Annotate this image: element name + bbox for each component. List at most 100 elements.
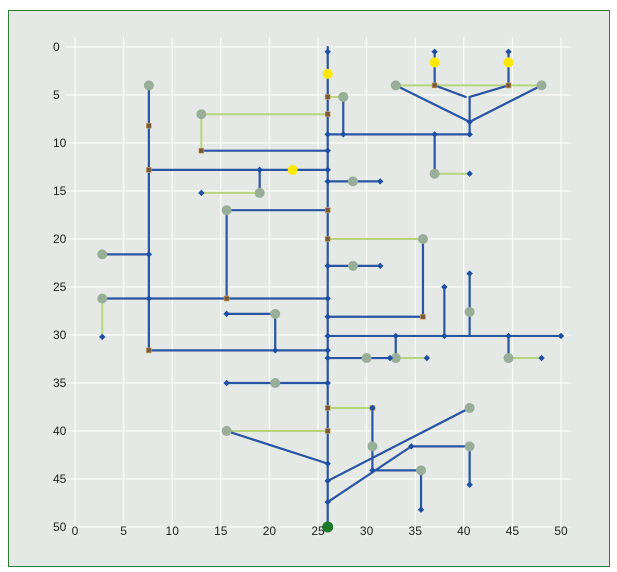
junction-node [505,332,512,340]
valve-marker [324,207,331,213]
junction-node [324,295,331,302]
valve-marker [146,347,152,354]
y-axis-labels: 0 5 10 15 20 25 30 35 40 45 50 [53,40,67,534]
junction-node [466,131,473,138]
junction-node [441,283,448,291]
x-axis-labels: 0 5 10 15 20 25 30 35 40 45 50 [72,524,568,538]
y-tick-label: 15 [53,184,67,198]
junction-node [324,313,331,320]
x-tick-label: 35 [409,524,423,538]
pipe-segment [326,445,413,504]
y-tick-label: 35 [53,376,67,390]
pipe-segment [326,406,471,483]
network-diagram: 0 5 10 15 20 25 30 35 40 45 50 0 5 10 15 20 25 30 35 40 45 5… [9,11,609,566]
grid [65,37,571,537]
tap-node [287,164,298,175]
junction-node [377,262,384,270]
y-tick-label: 50 [53,520,67,534]
x-tick-label: 5 [120,524,127,538]
y-tick-label: 40 [53,424,67,438]
valve-marker [324,405,331,411]
junction-node [431,48,438,55]
consumer-node [270,308,281,319]
consumer-node [97,293,108,304]
junction-node [223,379,230,387]
consumer-node [536,80,547,91]
junction-node [145,295,153,302]
junction-node [324,347,331,354]
y-tick-label: 25 [53,280,67,294]
junction-node [272,347,279,354]
junction-node [324,48,331,55]
valve-marker [324,111,331,117]
y-tick-label: 5 [53,88,60,102]
y-tick-label: 45 [53,472,67,486]
valve-marker [431,82,438,89]
consumer-node [390,80,401,91]
consumer-node [464,441,475,452]
x-tick-label: 10 [166,524,180,538]
junction-node [324,498,331,506]
consumer-node [143,80,154,91]
x-tick-label: 50 [554,524,568,538]
consumer-node [254,187,265,198]
consumer-node [416,465,427,476]
consumer-node [417,234,428,244]
junction-node [340,131,347,138]
consumer-node [429,168,440,179]
junction-node [324,332,331,340]
junction-node [408,443,415,450]
consumer-node [270,378,281,388]
x-tick-label: 40 [457,524,471,538]
junction-node [324,178,331,185]
junction-node [324,460,331,467]
y-tick-label: 10 [53,136,67,150]
pipes [101,45,563,529]
y-tick-label: 20 [53,232,67,246]
consumer-node [464,306,475,317]
valve-marker [324,236,331,242]
consumer-node [338,91,349,102]
junction-node [324,262,331,270]
junction-node [557,332,565,340]
valve-marker [223,295,230,302]
junction-node [386,354,394,362]
junction-node [256,166,263,174]
junction-node [466,481,473,488]
junction-node [538,354,545,362]
junction-node [466,170,473,177]
y-tick-label: 0 [53,40,60,54]
tap-node [322,68,333,79]
junction-node [392,332,399,340]
tap-node [429,57,440,68]
valve-marker [324,428,331,434]
pipe-segment [468,84,510,99]
consumer-node [503,353,514,364]
pipe-segment [394,84,471,123]
junction-node [324,131,331,138]
x-tick-label: 25 [311,524,325,538]
source-node [322,521,334,533]
junction-node [324,166,331,174]
valve-marker [505,82,512,89]
consumer-node [347,260,358,271]
valve-marker [420,313,426,320]
junction-node [423,354,431,362]
junction-node [324,379,331,387]
pipe-segment [225,429,329,465]
consumer-node [97,249,108,260]
x-tick-label: 45 [506,524,520,538]
junction-node [505,48,512,55]
junction-node [324,147,331,154]
valve-marker [324,94,331,100]
junction-node [223,310,230,318]
consumer-node [196,109,207,120]
consumer-node [347,176,358,187]
x-tick-label: 20 [263,524,277,538]
junction-node [198,189,205,197]
consumer-node [390,353,401,364]
consumer-node [361,353,372,364]
x-tick-label: 30 [360,524,374,538]
consumer-node [464,402,475,413]
pipe-segment [433,84,467,99]
